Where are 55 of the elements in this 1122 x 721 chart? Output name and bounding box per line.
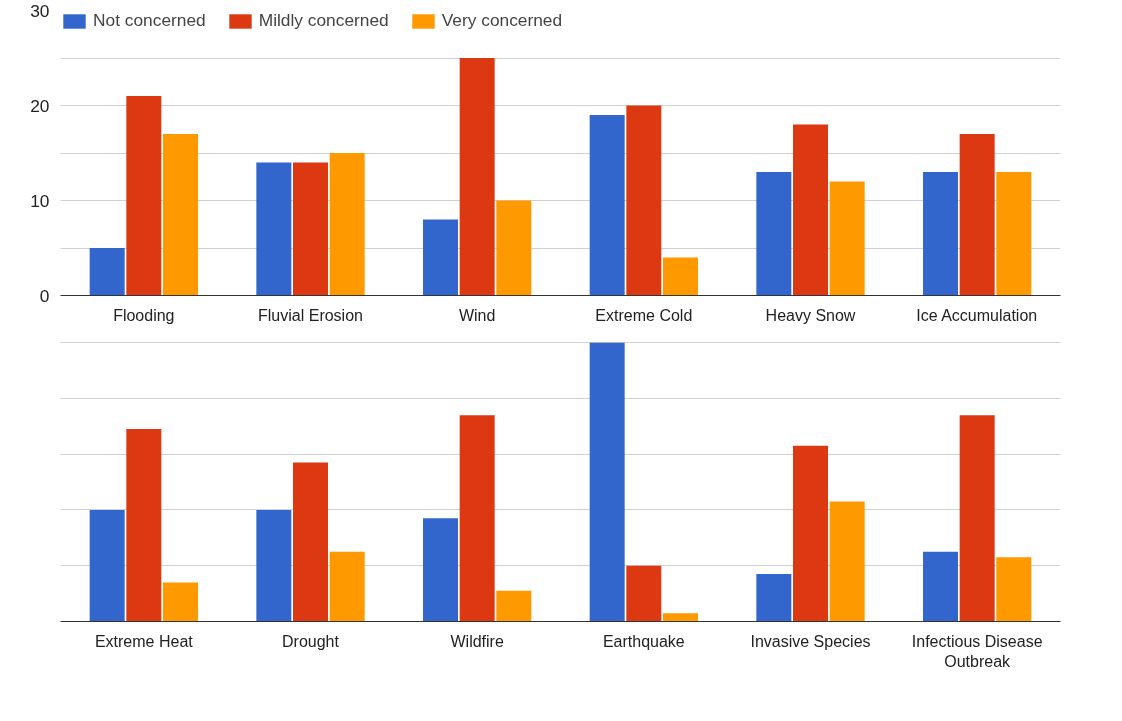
bar bbox=[496, 200, 532, 296]
bar bbox=[756, 574, 792, 622]
bar bbox=[793, 124, 828, 296]
bar bbox=[293, 162, 328, 296]
legend-label: Mildly concerned bbox=[258, 10, 389, 31]
bar bbox=[756, 172, 792, 296]
bar bbox=[89, 248, 125, 296]
x-tick-label: Infectious Disease Outbreak bbox=[911, 632, 1043, 670]
bar bbox=[329, 153, 365, 296]
x-tick-label: Extreme Heat bbox=[94, 632, 194, 650]
bar bbox=[923, 551, 958, 622]
bar bbox=[89, 509, 125, 622]
bar bbox=[959, 415, 995, 622]
bar bbox=[793, 445, 828, 622]
bar bbox=[996, 172, 1032, 296]
y-tick-label: 0 bbox=[39, 285, 50, 306]
bar bbox=[923, 172, 958, 296]
legend-label: Not concerned bbox=[93, 10, 206, 31]
bar bbox=[163, 582, 198, 622]
x-tick-label: Fluvial Erosion bbox=[258, 306, 363, 324]
bar bbox=[663, 613, 698, 622]
x-tick-label: Heavy Snow bbox=[765, 306, 856, 324]
x-tick-label: Flooding bbox=[113, 306, 175, 324]
bar bbox=[293, 462, 328, 622]
bar bbox=[589, 342, 625, 622]
bar bbox=[829, 501, 865, 622]
bar bbox=[459, 58, 495, 296]
bar bbox=[829, 181, 865, 296]
x-tick-label: Extreme Cold bbox=[595, 306, 693, 324]
x-tick-label: Wildfire bbox=[450, 632, 504, 650]
y-tick-label: 20 bbox=[30, 95, 50, 116]
x-tick-label: Wind bbox=[458, 306, 496, 324]
x-tick-label: Drought bbox=[282, 632, 340, 650]
bar bbox=[589, 115, 625, 296]
bar bbox=[423, 518, 458, 622]
bar bbox=[496, 590, 532, 622]
bar bbox=[423, 219, 458, 296]
bar bbox=[996, 557, 1032, 622]
x-tick-label: Earthquake bbox=[602, 632, 685, 650]
bar bbox=[329, 551, 365, 622]
y-tick-label: 10 bbox=[30, 190, 50, 211]
legend-label: Very concerned bbox=[441, 10, 563, 31]
bar bbox=[126, 96, 162, 296]
x-tick-label: Ice Accumulation bbox=[916, 306, 1038, 324]
bar bbox=[163, 134, 198, 296]
bar bbox=[663, 257, 698, 296]
y-tick-label: 30 bbox=[30, 0, 50, 21]
bar bbox=[459, 415, 495, 622]
x-tick-label: Invasive Species bbox=[750, 632, 871, 650]
bar bbox=[626, 105, 662, 296]
bar bbox=[256, 509, 292, 622]
bar bbox=[959, 134, 995, 296]
bar bbox=[256, 162, 292, 296]
bar bbox=[126, 429, 162, 622]
bar bbox=[626, 565, 662, 622]
